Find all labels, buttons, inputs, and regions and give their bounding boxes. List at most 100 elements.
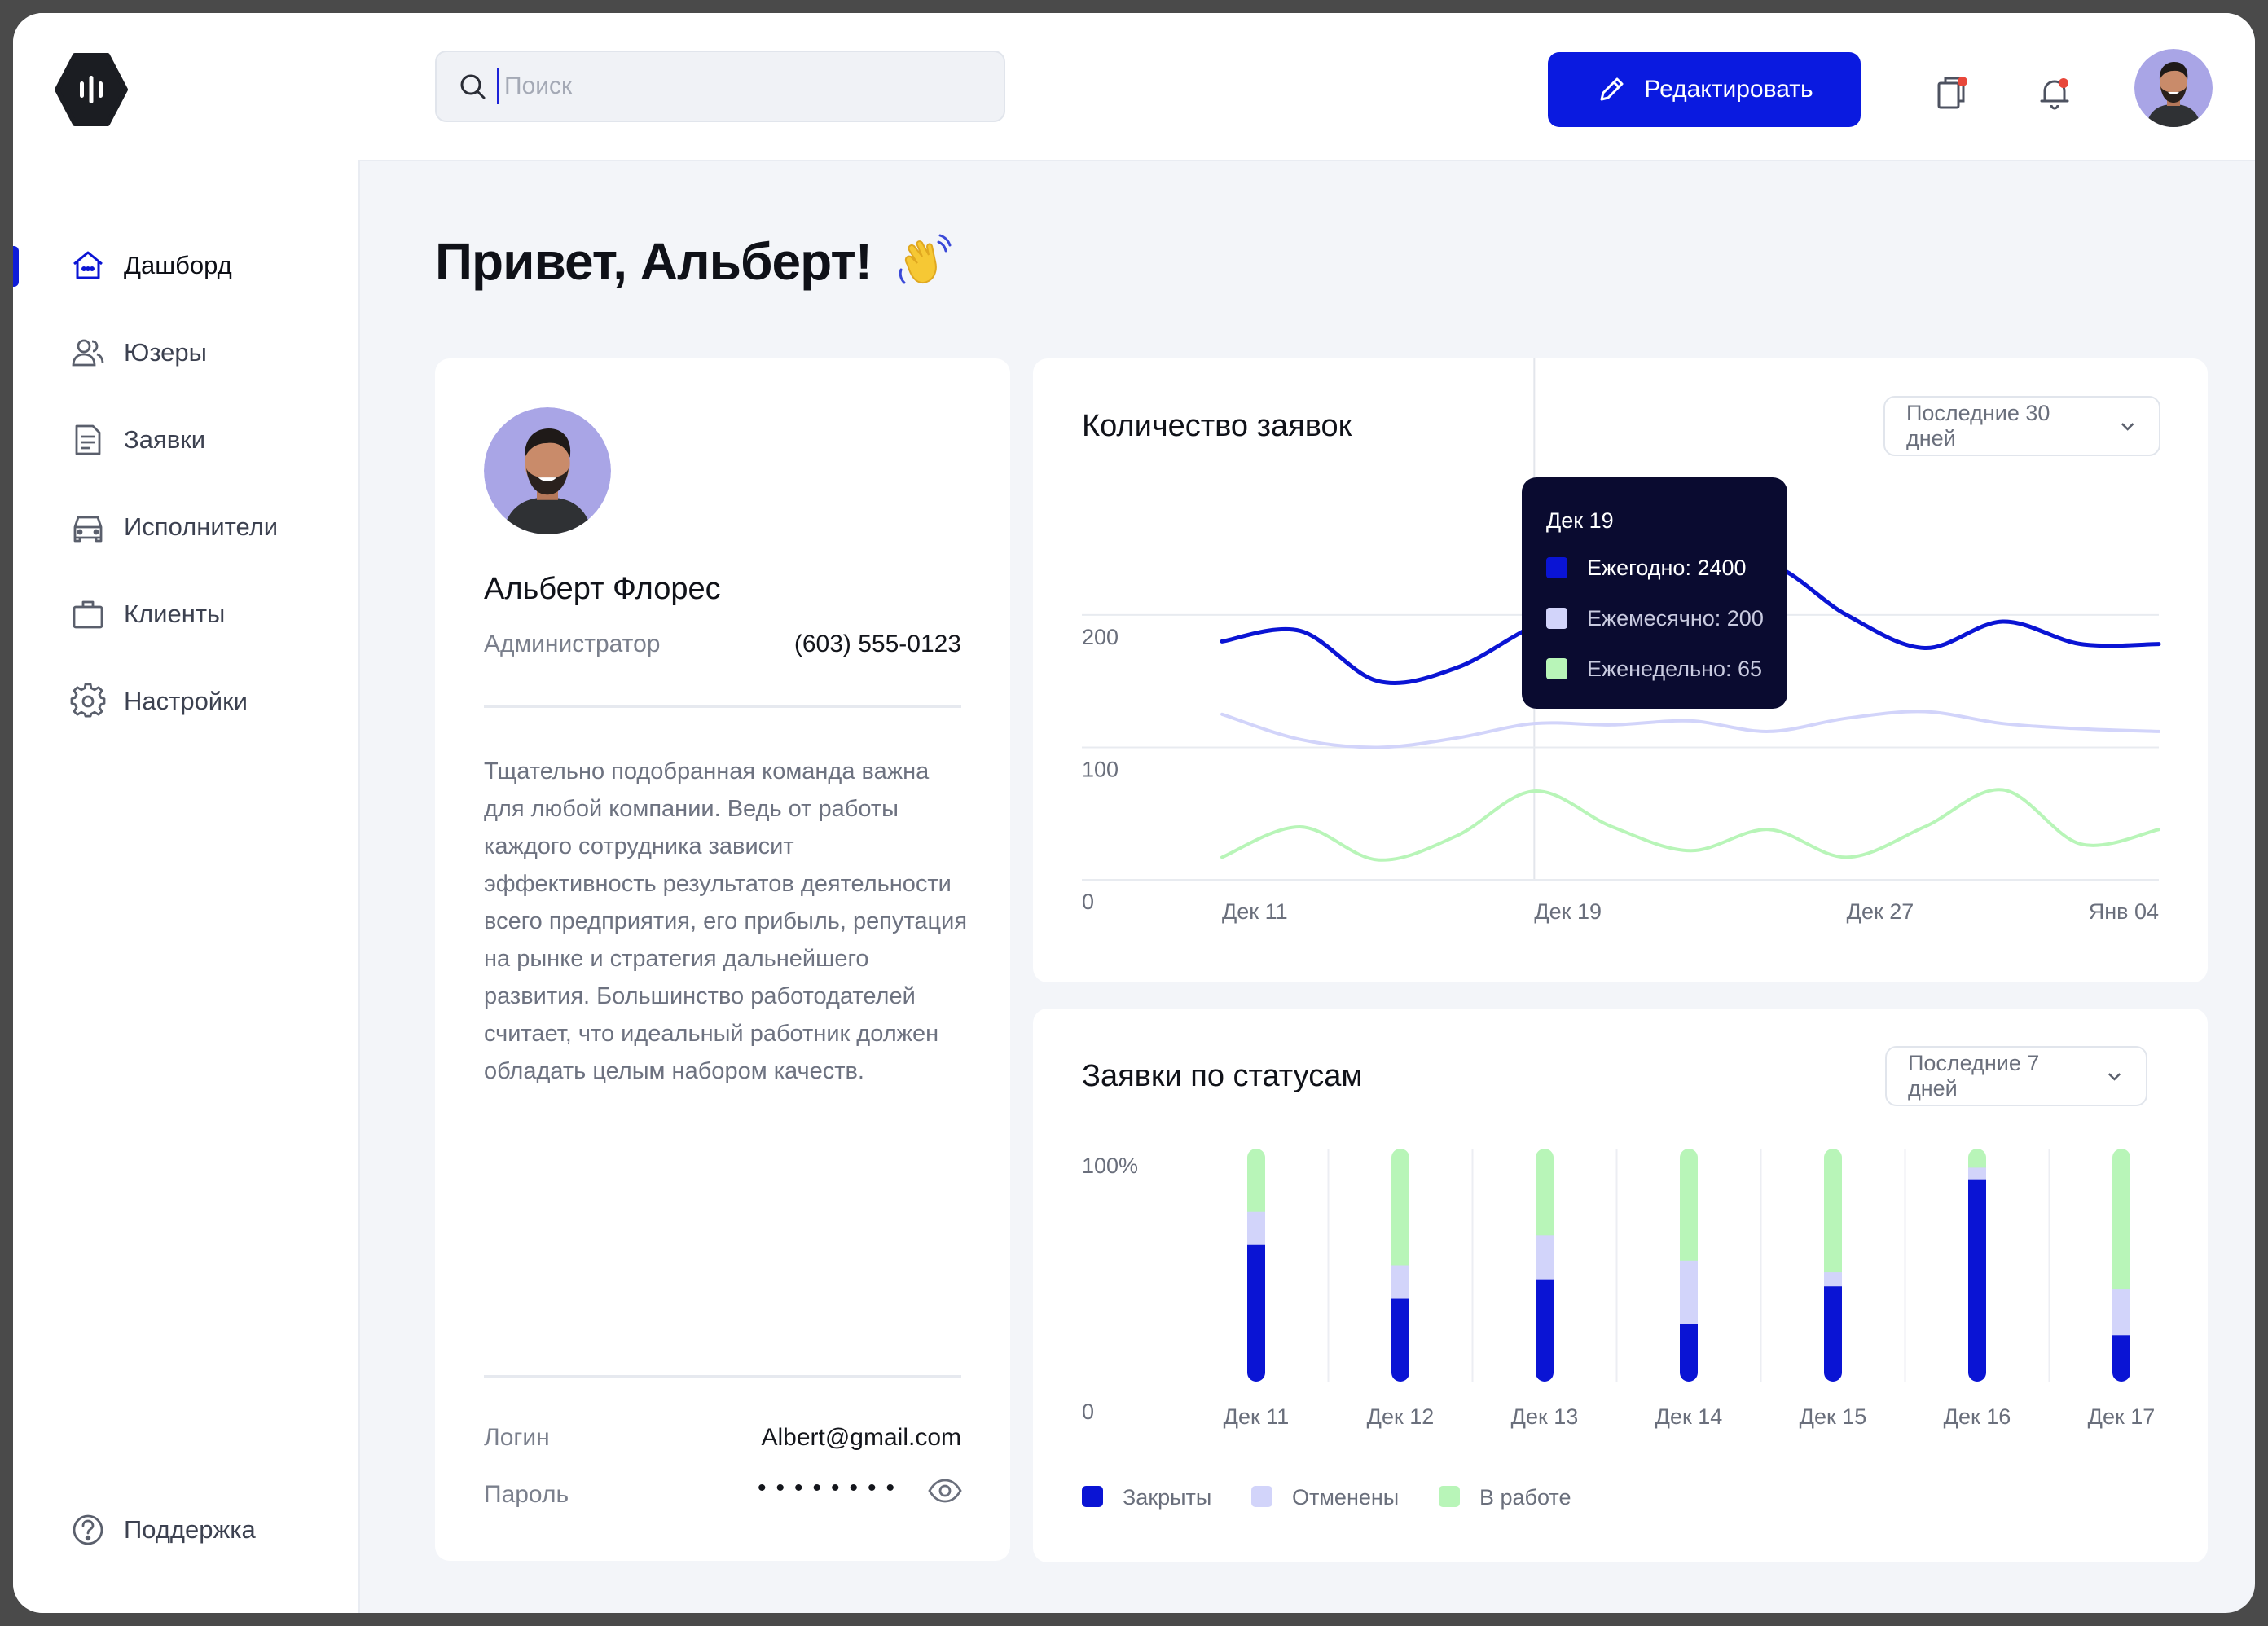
bell-icon[interactable] [2035, 73, 2074, 112]
chevron-down-icon [2108, 1073, 2121, 1081]
series-line-monthly [1220, 710, 2160, 749]
profile-bio: Тщательно подобранная команда важна для … [484, 758, 968, 1084]
sidebar-item-label: Дашборд [124, 250, 232, 279]
tooltip-row: Ежегодно: 2400 [1587, 556, 1747, 580]
divider [484, 1375, 961, 1378]
y-tick-label: 0 [1082, 1400, 1094, 1424]
bar-stack [1536, 1149, 1554, 1382]
chart-tooltip: Дек 19 Ежегодно: 2400 Ежемесячно: 200 Еж… [1522, 477, 1787, 709]
y-tick-label: 0 [1082, 890, 1094, 914]
sidebar: Дашборд Юзеры Заявки [13, 13, 360, 1613]
bar-segment-В работе [1536, 1149, 1554, 1236]
search-box[interactable] [435, 51, 1005, 122]
sidebar-item-label: Клиенты [124, 599, 226, 628]
chevron-down-icon [2121, 423, 2134, 431]
period-select-30[interactable]: Последние 30 дней [1883, 396, 2160, 456]
profile-role: Администратор [484, 631, 661, 657]
status-chart-card: Заявки по статусам Последние 7 дней 100%… [1033, 1009, 2208, 1562]
bar-stack [1824, 1149, 1842, 1382]
bar-stack [1968, 1149, 1986, 1382]
bar-stack [1391, 1149, 1409, 1382]
legend-swatch [1439, 1486, 1460, 1507]
tooltip-swatch [1546, 658, 1567, 679]
help-icon [73, 1514, 103, 1545]
sidebar-item-clients[interactable]: Клиенты [13, 570, 358, 657]
profile-name: Альберт Флорес [484, 572, 721, 606]
x-tick-label: Дек 19 [1534, 899, 1602, 924]
edit-button[interactable]: Редактировать [1548, 52, 1861, 127]
legend-swatch [1251, 1486, 1272, 1507]
car-icon [73, 516, 103, 542]
search-icon [460, 74, 486, 99]
x-tick-label: Дек 11 [1222, 899, 1288, 924]
x-tick-label: Дек 13 [1511, 1404, 1579, 1429]
top-bar: Редактировать [358, 13, 2255, 161]
sidebar-item-executors[interactable]: Исполнители [13, 483, 358, 570]
bar-segment-Отменены [1536, 1234, 1554, 1280]
login-label: Логин [484, 1424, 550, 1451]
bar-segment-Отменены [1391, 1265, 1409, 1299]
support-label: Поддержка [124, 1515, 256, 1544]
search-input[interactable] [503, 72, 962, 101]
legend-label: В работе [1479, 1485, 1571, 1510]
sidebar-item-label: Юзеры [124, 337, 207, 367]
y-tick-label: 200 [1082, 625, 1119, 649]
profile-avatar [484, 407, 611, 534]
period-select-value: Последние 30 дней [1906, 401, 2050, 450]
user-avatar[interactable] [2134, 49, 2213, 127]
waving-hand-icon [899, 234, 952, 284]
line-chart: 0 100 200 Дек 11 Дек 19 Дек 27 Янв 04 Дек 19 … [1082, 358, 2161, 924]
x-tick-label: Дек 12 [1367, 1404, 1435, 1429]
bar-segment-Закрыты [1247, 1244, 1265, 1382]
app-window: Дашборд Юзеры Заявки [13, 13, 2255, 1613]
sidebar-item-dashboard[interactable]: Дашборд [13, 222, 358, 309]
bar-segment-Отменены [1968, 1167, 1986, 1180]
bar-segment-В работе [1680, 1149, 1698, 1261]
users-icon [72, 339, 104, 366]
bar-segment-В работе [1247, 1149, 1265, 1212]
requests-chart-card: Количество заявок Последние 30 дней 0 100… [1033, 358, 2208, 982]
sidebar-item-requests[interactable]: Заявки [13, 396, 358, 483]
bar-segment-В работе [1824, 1149, 1842, 1273]
divider [484, 705, 961, 708]
status-chart-title: Заявки по статусам [1082, 1059, 1363, 1093]
copy-notification-icon[interactable] [1932, 73, 1971, 112]
eye-icon[interactable] [927, 1473, 963, 1509]
series-line-weekly [1220, 788, 2160, 862]
edit-button-label: Редактировать [1644, 76, 1813, 103]
bar-segment-Закрыты [1391, 1298, 1409, 1382]
legend-item[interactable]: Отменены [1251, 1485, 1399, 1510]
bar-segment-Отменены [1824, 1272, 1842, 1287]
bar-segment-Закрыты [1968, 1179, 1986, 1382]
period-select-value: Последние 7 дней [1908, 1051, 2040, 1101]
legend-swatch [1082, 1486, 1103, 1507]
profile-phone: (603) 555-0123 [793, 631, 961, 657]
bar-segment-Закрыты [1536, 1279, 1554, 1382]
stacked-bar-chart: 100% 0 Дек 11 Дек 12 Дек 13 Дек 14 Дек 15 Дек… [1082, 1149, 2156, 1510]
tooltip-swatch [1546, 557, 1567, 578]
requests-chart-title: Количество заявок [1082, 409, 1352, 443]
x-tick-label: Янв 04 [2089, 899, 2159, 924]
legend-item[interactable]: Закрыты [1082, 1485, 1211, 1510]
tooltip-row: Еженедельно: 65 [1587, 657, 1762, 681]
x-tick-label: Дек 27 [1847, 899, 1914, 924]
sidebar-nav: Дашборд Юзеры Заявки [13, 222, 358, 745]
logo-icon[interactable] [54, 52, 129, 127]
support-link[interactable]: Поддержка [70, 1512, 256, 1548]
login-value: Albert@gmail.com [761, 1424, 961, 1451]
y-tick-label: 100% [1082, 1154, 1138, 1178]
x-tick-label: Дек 14 [1655, 1404, 1723, 1429]
bar-segment-В работе [1391, 1149, 1409, 1266]
bar-segment-Закрыты [2112, 1334, 2130, 1382]
home-icon [73, 251, 103, 279]
bar-segment-Закрыты [1680, 1323, 1698, 1382]
x-tick-label: Дек 17 [2088, 1404, 2156, 1429]
pencil-icon [1600, 77, 1624, 101]
sidebar-item-settings[interactable]: Настройки [13, 657, 358, 745]
period-select-7[interactable]: Последние 7 дней [1885, 1046, 2147, 1106]
bar-segment-Отменены [1247, 1211, 1265, 1245]
sidebar-item-users[interactable]: Юзеры [13, 309, 358, 396]
bar-segment-В работе [1968, 1149, 1986, 1168]
sidebar-item-label: Заявки [124, 424, 206, 454]
legend-item[interactable]: В работе [1439, 1485, 1571, 1510]
